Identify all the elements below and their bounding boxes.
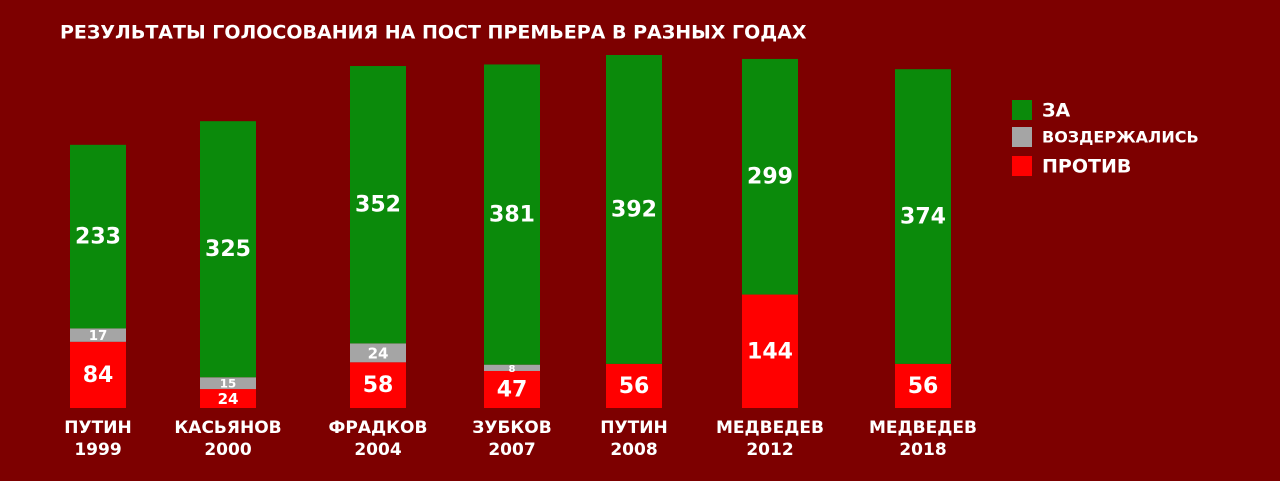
- bar-segment: [70, 341, 126, 408]
- bar-segment: [484, 64, 540, 365]
- data-label: 325: [205, 237, 251, 262]
- x-tick-label: ПУТИН 1999: [64, 418, 132, 460]
- bar-segment: [200, 377, 256, 390]
- data-label: 84: [83, 363, 114, 388]
- data-label: 24: [368, 344, 389, 362]
- data-label: 233: [75, 225, 121, 250]
- bar-segment: [484, 370, 540, 408]
- data-label: 24: [218, 390, 239, 408]
- bar-segment: [350, 362, 406, 408]
- bar-segment: [895, 69, 951, 364]
- data-label: 352: [355, 193, 401, 218]
- x-tick-label: МЕДВЕДЕВ 2018: [869, 418, 977, 460]
- legend-label: ВОЗДЕРЖАЛИСЬ: [1042, 128, 1199, 147]
- bar-segment: [742, 58, 798, 295]
- data-label: 144: [747, 339, 793, 364]
- bar-segment: [70, 328, 126, 342]
- bar-segment: [70, 144, 126, 329]
- x-tick-label: ЗУБКОВ 2007: [472, 418, 552, 460]
- bar-segment: [606, 363, 662, 408]
- data-label: 47: [497, 377, 528, 402]
- x-tick-label: КАСЬЯНОВ 2000: [174, 418, 282, 460]
- legend-label: ПРОТИВ: [1042, 156, 1131, 178]
- data-label: 8: [509, 364, 516, 375]
- data-label: 56: [908, 374, 939, 399]
- bar-segment: [484, 364, 540, 371]
- bar-segment: [200, 389, 256, 408]
- x-tick-label: ФРАДКОВ 2004: [328, 418, 428, 460]
- data-label: 299: [747, 165, 793, 190]
- bar-segment: [350, 343, 406, 363]
- data-label: 381: [489, 203, 535, 228]
- data-label: 58: [363, 373, 394, 398]
- legend-label: ЗА: [1042, 100, 1070, 122]
- data-label: 374: [900, 205, 946, 230]
- bar-segment: [606, 55, 662, 364]
- legend-swatch: [1012, 100, 1032, 120]
- x-tick-label: ПУТИН 2008: [600, 418, 668, 460]
- data-label: 56: [619, 374, 650, 399]
- legend-swatch: [1012, 127, 1032, 147]
- bar-segment: [350, 66, 406, 344]
- bar-segment: [742, 294, 798, 408]
- bar-segment: [895, 363, 951, 408]
- bar-segment: [200, 121, 256, 378]
- data-label: 15: [220, 377, 236, 391]
- legend-swatch: [1012, 156, 1032, 176]
- chart-title: РЕЗУЛЬТАТЫ ГОЛОСОВАНИЯ НА ПОСТ ПРЕМЬЕРА …: [60, 22, 807, 44]
- x-tick-label: МЕДВЕДЕВ 2012: [716, 418, 824, 460]
- data-label: 392: [611, 197, 657, 222]
- data-label: 17: [89, 329, 108, 344]
